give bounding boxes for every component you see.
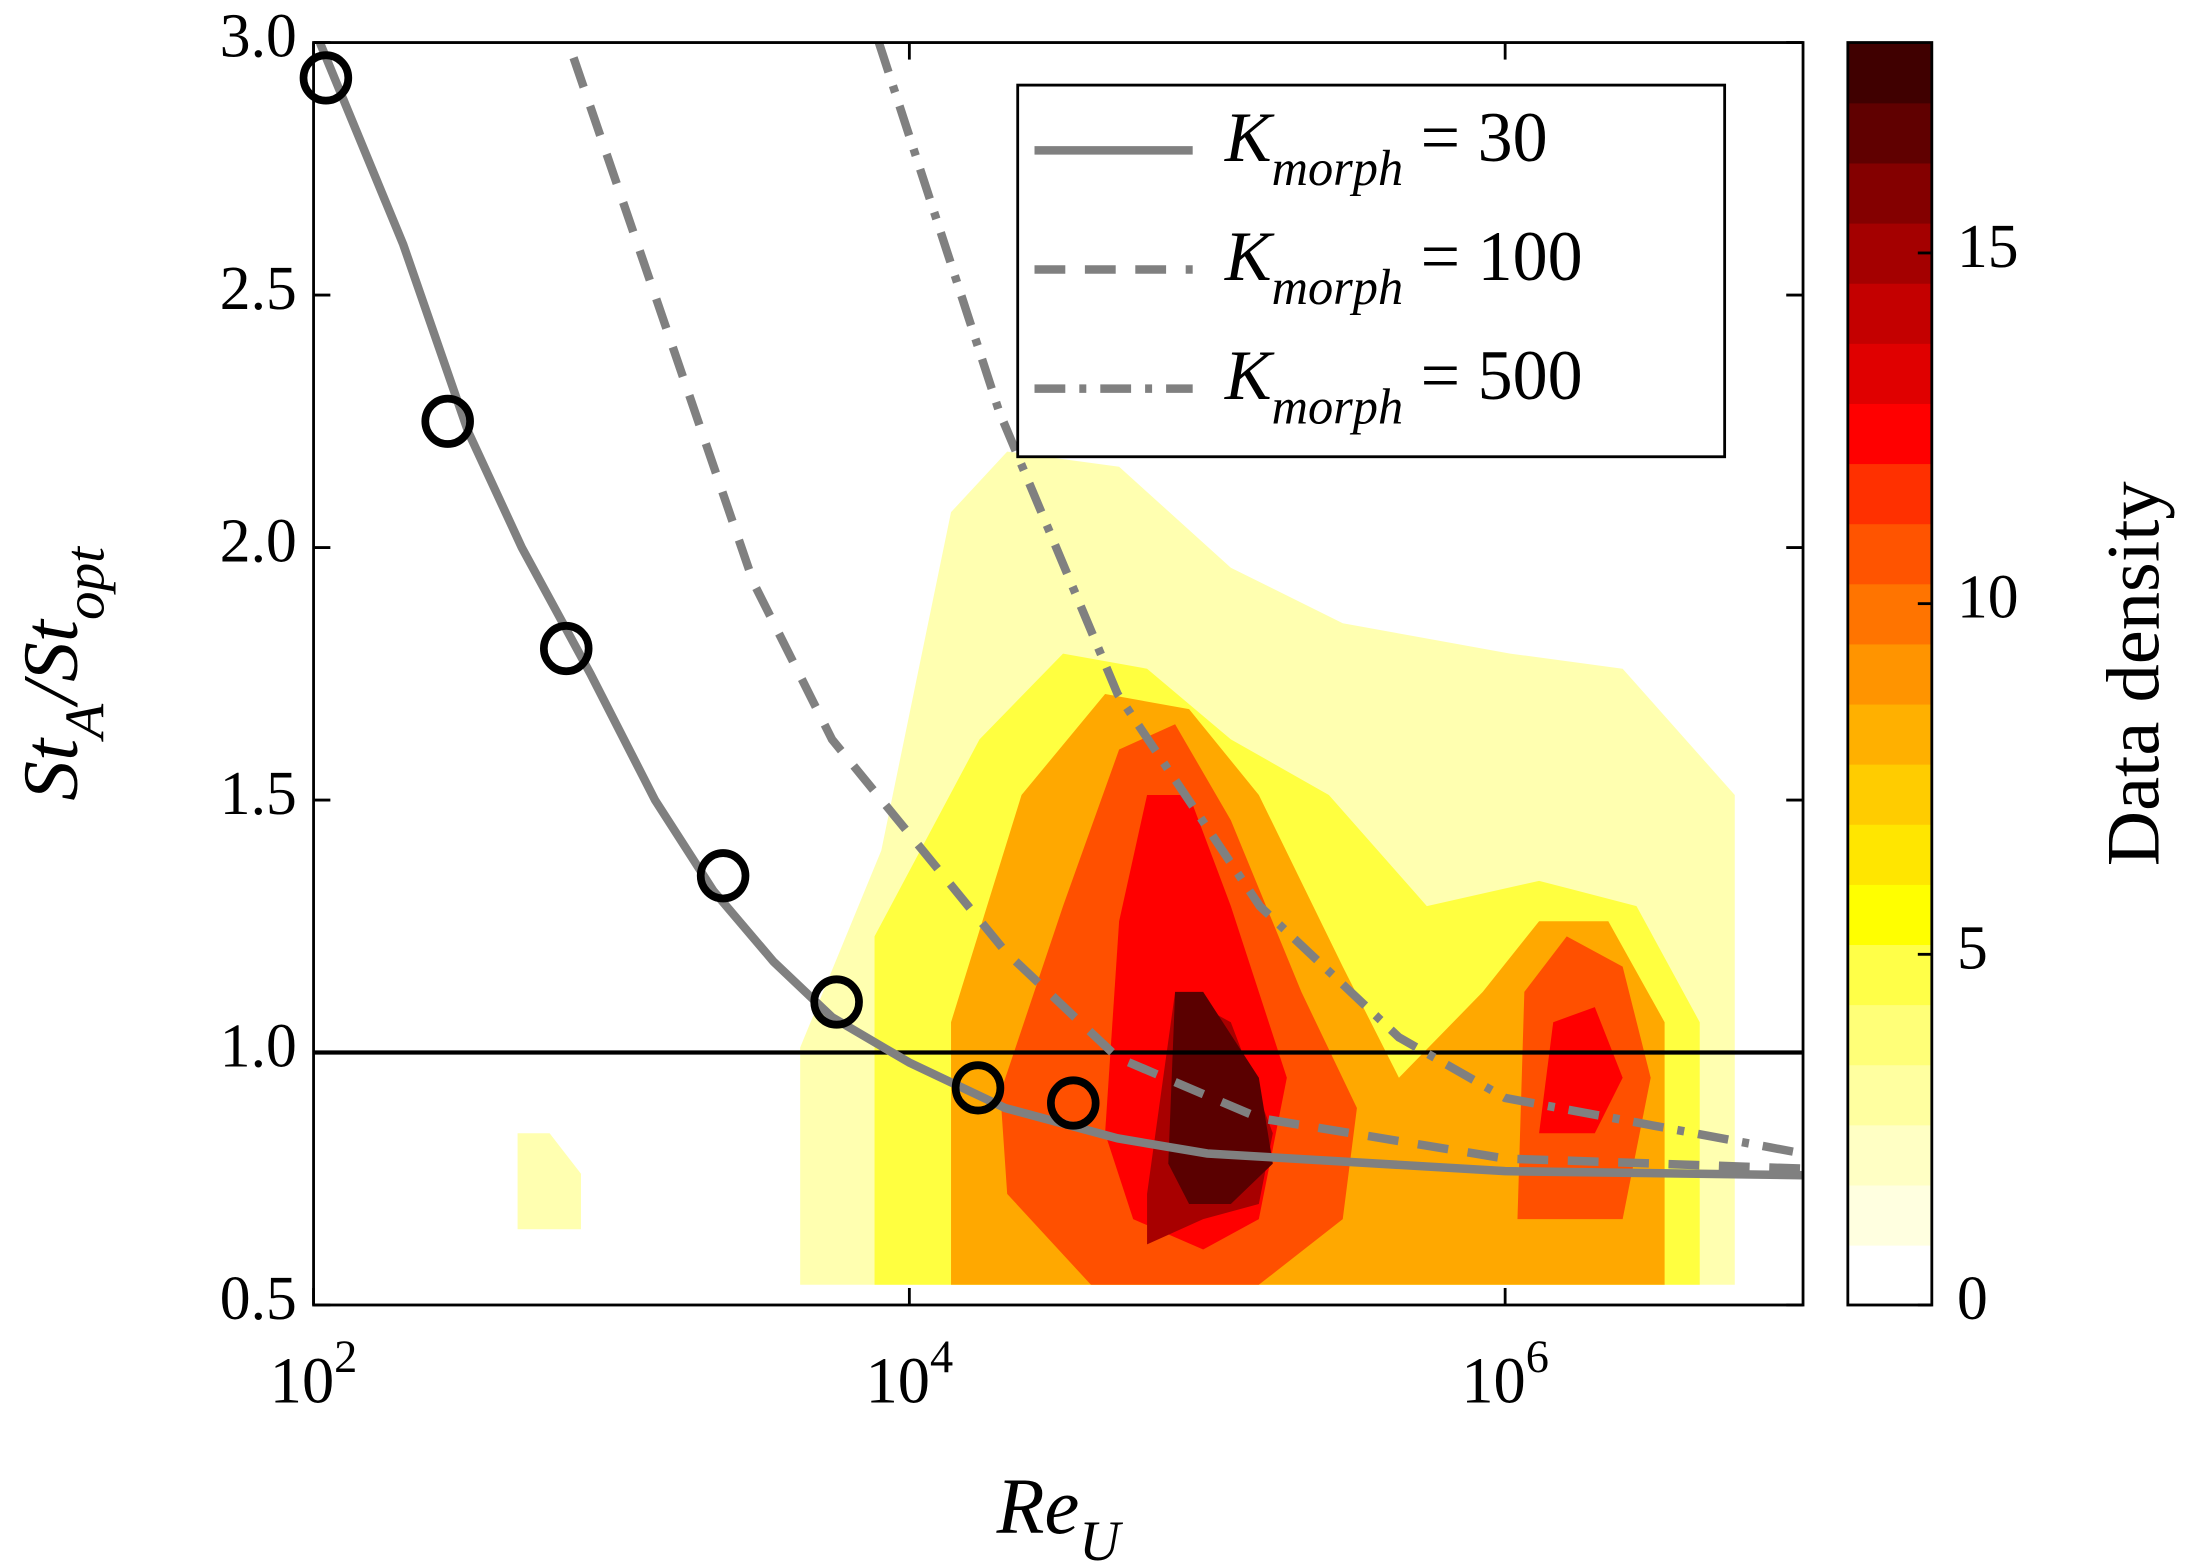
plot-frame [312, 41, 1805, 1307]
colorbar-band [1847, 763, 1932, 825]
colorbar-band [1847, 1064, 1932, 1126]
colorbar-band [1847, 463, 1932, 525]
colorbar-label: Data density [2093, 481, 2176, 866]
data-point [951, 1061, 1005, 1115]
colorbar-band [1847, 643, 1932, 705]
colorbar-band [1847, 1244, 1932, 1306]
colorbar-band [1847, 523, 1932, 585]
y-tick-label: 2.0 [220, 508, 297, 576]
colorbar-tick-label: 15 [1957, 213, 2019, 281]
model-curve [316, 42, 1804, 1180]
legend-label: Kmorph = 100 [1224, 218, 1583, 315]
colorbar-band [1847, 102, 1932, 164]
x-axis-label: ReU [996, 1464, 1124, 1566]
data-point [810, 975, 863, 1029]
data-point [539, 621, 593, 676]
colorbar-tick-label: 5 [1957, 914, 1988, 982]
data-point [421, 394, 474, 448]
colorbar-band [1847, 1004, 1932, 1066]
colorbar-band [1847, 42, 1932, 104]
colorbar-band [1847, 1124, 1932, 1186]
y-axis-label: StA/Stopt [8, 546, 116, 801]
x-tick-label: 106 [1461, 1331, 1549, 1418]
y-tick-label: 1.5 [220, 760, 297, 828]
density-contour [517, 1133, 581, 1230]
colorbar-band [1847, 283, 1932, 344]
x-tick-label: 102 [270, 1331, 358, 1418]
data-point [299, 51, 353, 105]
colorbar-tick-label: 0 [1957, 1265, 1988, 1333]
model-curve [874, 42, 1804, 1158]
colorbar-band [1847, 583, 1932, 645]
colorbar-frame [1846, 41, 1934, 1307]
x-tick-label: 104 [866, 1331, 954, 1418]
colorbar-tick-label: 10 [1957, 564, 2019, 632]
colorbar-band [1847, 162, 1932, 224]
y-tick-label: 2.5 [220, 255, 297, 323]
y-tick-label: 0.5 [220, 1265, 297, 1333]
y-tick-label: 1.0 [220, 1012, 297, 1080]
overlay: 0.5 1.0 1.5 2.0 2.5 3.0 102 104 106 ReU StA/Stopt 0… [8, 3, 2176, 1566]
colorbar-band [1847, 403, 1932, 465]
model-curve [569, 56, 1804, 1173]
colorbar-band [1847, 1184, 1932, 1246]
y-tick-label: 3.0 [220, 3, 297, 71]
colorbar-band [1847, 703, 1932, 765]
legend-label: Kmorph = 30 [1224, 99, 1548, 196]
density-contour [1539, 1007, 1623, 1134]
colorbar-band [1847, 884, 1932, 946]
colorbar-band [1847, 824, 1932, 885]
data-point [1047, 1076, 1100, 1130]
data-point [696, 849, 750, 903]
legend-label: Kmorph = 500 [1224, 337, 1583, 434]
colorbar-band [1847, 343, 1932, 404]
